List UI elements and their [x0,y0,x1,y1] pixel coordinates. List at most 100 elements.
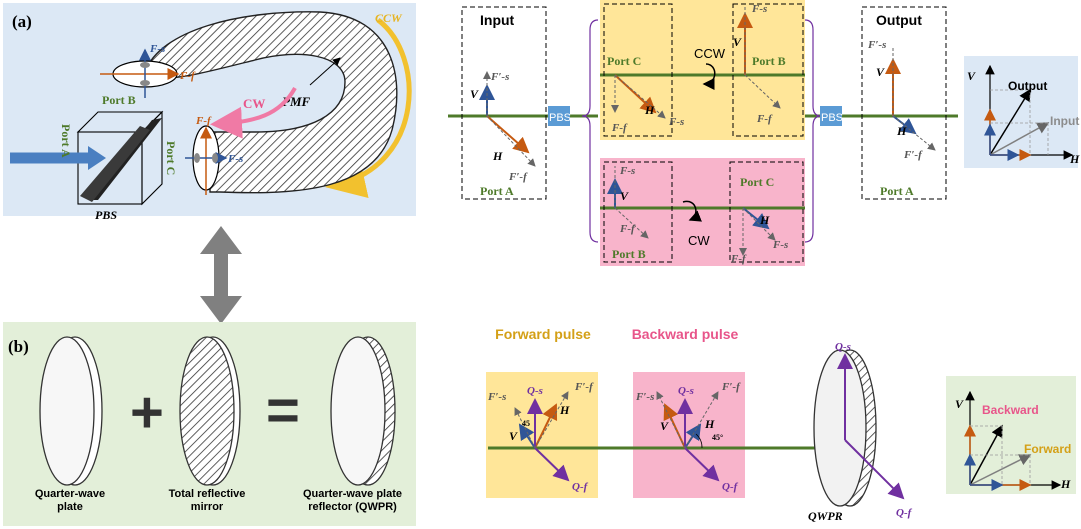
forward-qs-label: Q-s [527,385,543,397]
pbs-left [548,106,570,126]
output-label: Output [876,12,922,28]
output-fs-label: F′-s [867,39,886,51]
forward-v-label: V [509,429,518,443]
ccw-port-b-ff-label: F-f [756,113,773,125]
qwpr-caption-box: Quarter-wave plate reflector (QWPR) [303,488,402,513]
ccw-port-c-label: Port C [607,54,641,68]
qwpr-qf-arrow [844,439,905,500]
quarter-wave-plate-face [39,336,95,486]
qwpr-label: QWPR [808,509,843,523]
port-b-fs-label: F-s [149,43,165,55]
pmf-fiber-loop [144,11,398,194]
backward-fs-label: F′-s [635,391,654,403]
forward-qf-arrow [534,447,570,482]
ccw-h-label: H [644,103,655,117]
forward-h-label: H [559,403,570,417]
cw-h-label: H [759,213,770,227]
legend-output-arrow [989,88,1031,156]
loop-diagram: Input V H F′-s F′-f Port A PBS Port C Po… [448,0,1080,266]
reflector-legend-box [946,376,1076,494]
reflector-legend-h-label: H [1060,477,1071,491]
pbs-cube [76,110,164,206]
ccw-port-b-label: Port B [752,54,786,68]
cw-diagram-label: CW [688,233,710,248]
pmf-pointer [309,57,341,86]
qwpr-front [330,336,386,486]
port-a-label: Port A [59,124,73,158]
port-b-stress-rod [140,80,150,86]
loop-legend-box [964,56,1078,168]
forward-ff-label: F′-f [574,381,594,393]
output-box [861,6,947,200]
ccw-port-b-fs-label: F-s [751,3,767,15]
forward-h-arrow [534,403,558,449]
port-b-stress-rod [140,62,150,68]
equals-sign: = [266,378,300,443]
input-ff-arrow [486,115,536,167]
backward-h-label: H [704,417,715,431]
cw-port-b-label: Port B [612,247,646,261]
forward-fs-label: F′-s [487,391,506,403]
forward-pulse-label: Forward pulse [495,326,591,342]
total-reflective-mirror [179,336,235,486]
input-v-label: V [470,87,479,101]
pbs-right-label: PBS [821,112,843,124]
output-v-label: V [876,65,885,79]
cw-label: CW [243,96,265,111]
forward-qf-label: Q-f [572,481,589,493]
port-b-label: Port B [102,93,136,107]
output-h-label: H [896,124,907,138]
backward-title-box: Backward pulse [631,326,739,342]
output-ff-label: F′-f [903,149,923,161]
port-c-stress-rod [194,153,200,163]
forward-title-box: Forward pulse [495,326,591,342]
cw-box [600,158,805,266]
ccw-h-arrow [614,74,657,114]
backward-ff-label: F′-f [721,381,741,393]
qwpr-disk [813,349,867,507]
legend-backward-label: Backward [982,403,1039,417]
ccw-fs-label: F-s [668,116,684,128]
input-fs-label: F′-s [490,71,509,83]
cw-ff-label: F-f [619,223,636,235]
input-h-arrow [486,115,530,154]
panel-b: (b) + = [3,322,416,526]
output-h-arrow [892,115,917,135]
ccw-arc-arrow [325,17,412,198]
reflector-legend-v-label: V [955,397,964,411]
backward-qf-arrow [684,447,720,482]
port-c-fs-label: F-s [227,153,243,165]
panel-b-tag: (b) [8,337,29,356]
backward-pulse-label: Backward pulse [631,326,739,342]
ccw-ff-label: F-f [611,122,628,134]
qwp-caption: Quarter-wave plate [34,488,106,513]
panel-a-tag: (a) [12,12,32,31]
cw-fs-label: F-s [619,165,635,177]
pbs-label: PBS [95,208,117,222]
port-c-label: Port C [164,141,178,175]
ccw-box [600,0,805,140]
legend-v-label: V [967,69,976,83]
legend-input-label: Input [1050,114,1079,128]
port-b-ff-label: F-f [179,70,196,82]
plus-sign: + [130,380,164,445]
legend-input-arrow [989,122,1050,156]
input-port-a-label: Port A [480,184,514,198]
mirror-caption: Total reflective mirror [168,488,246,513]
port-c-ff-label: F-f [195,115,212,127]
qwp-caption-box: Quarter-wave plate [34,488,106,513]
input-ff-label: F′-f [508,171,528,183]
qwpr-qs-label: Q-s [835,341,851,353]
cw-port-c-label: Port C [740,175,774,189]
reflector-diagram: Forward pulse Backward pulse V H 45 Q-s … [486,326,1076,523]
cw-h-arrow [742,207,770,230]
legend-output-label: Output [1008,79,1047,93]
cw-arc-arrow [210,87,297,139]
pbs-right [820,106,842,126]
panel-link-arrow [200,226,242,324]
input-box [461,6,547,200]
right-bracket [804,19,822,243]
legend-forward-label: Forward [1024,442,1071,456]
pbs-left-label: PBS [549,112,571,124]
